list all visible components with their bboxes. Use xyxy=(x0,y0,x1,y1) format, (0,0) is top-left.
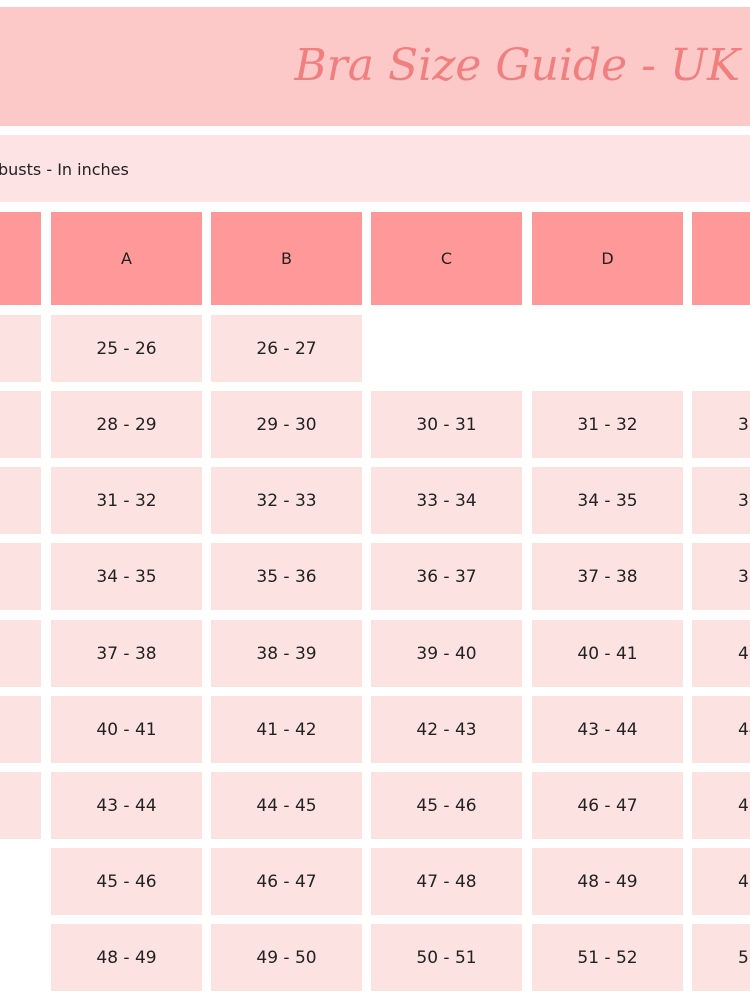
table-cell: 33 - 34 xyxy=(371,467,522,534)
table-cell: 43 - 44 xyxy=(51,772,202,839)
table-cell: 35 xyxy=(692,467,750,534)
table-cell: 46 - 47 xyxy=(211,848,362,915)
table-cell: 49 - 50 xyxy=(211,924,362,991)
table-cell: 40 - 41 xyxy=(51,696,202,763)
table-cell: 41 xyxy=(692,620,750,687)
subtitle: busts - In inches xyxy=(0,160,129,179)
table-cell: 38 xyxy=(692,543,750,610)
table-cell: 37 - 38 xyxy=(532,543,683,610)
table-cell: 44 xyxy=(692,696,750,763)
table-cell: 42 - 43 xyxy=(371,696,522,763)
page-title: Bra Size Guide - UK xyxy=(294,40,740,91)
table-cell: 36 - 37 xyxy=(371,543,522,610)
table-cell: 34 - 35 xyxy=(51,543,202,610)
table-cell: 32 - 33 xyxy=(211,467,362,534)
band-size-cell xyxy=(0,696,41,763)
table-cell: 51 - 52 xyxy=(532,924,683,991)
table-cell: 37 - 38 xyxy=(51,620,202,687)
table-cell: 31 - 32 xyxy=(532,391,683,458)
table-cell: 25 - 26 xyxy=(51,315,202,382)
table-cell: 52 xyxy=(692,924,750,991)
table-cell: 26 - 27 xyxy=(211,315,362,382)
table-cell: 40 - 41 xyxy=(532,620,683,687)
table-cell: 30 - 31 xyxy=(371,391,522,458)
title-banner: Bra Size Guide - UK xyxy=(0,7,750,126)
band-size-cell xyxy=(0,315,41,382)
table-cell: 35 - 36 xyxy=(211,543,362,610)
table-cell: 47 - 48 xyxy=(371,848,522,915)
table-cell: 43 - 44 xyxy=(532,696,683,763)
cup-header-b: B xyxy=(211,212,362,305)
table-cell: 45 - 46 xyxy=(371,772,522,839)
band-size-cell xyxy=(0,772,41,839)
cup-header-c: C xyxy=(371,212,522,305)
band-size-cell xyxy=(0,467,41,534)
band-size-cell xyxy=(0,543,41,610)
table-cell: 34 - 35 xyxy=(532,467,683,534)
band-size-cell xyxy=(0,620,41,687)
table-cell: 31 - 32 xyxy=(51,467,202,534)
table-cell: 46 - 47 xyxy=(532,772,683,839)
table-cell: 41 - 42 xyxy=(211,696,362,763)
cup-header-d: D xyxy=(532,212,683,305)
table-cell: 44 - 45 xyxy=(211,772,362,839)
cup-header-next xyxy=(692,212,750,305)
subtitle-banner: busts - In inches xyxy=(0,135,750,202)
table-cell: 39 - 40 xyxy=(371,620,522,687)
table-cell: 48 - 49 xyxy=(51,924,202,991)
cup-header-a: A xyxy=(51,212,202,305)
table-cell: 32 xyxy=(692,391,750,458)
table-cell: 48 - 49 xyxy=(532,848,683,915)
table-cell: 38 - 39 xyxy=(211,620,362,687)
table-cell: 29 - 30 xyxy=(211,391,362,458)
table-cell: 49 xyxy=(692,848,750,915)
table-cell: 28 - 29 xyxy=(51,391,202,458)
table-cell: 45 - 46 xyxy=(51,848,202,915)
band-size-cell xyxy=(0,391,41,458)
band-size-header xyxy=(0,212,41,305)
table-cell: 50 - 51 xyxy=(371,924,522,991)
table-cell: 47 xyxy=(692,772,750,839)
